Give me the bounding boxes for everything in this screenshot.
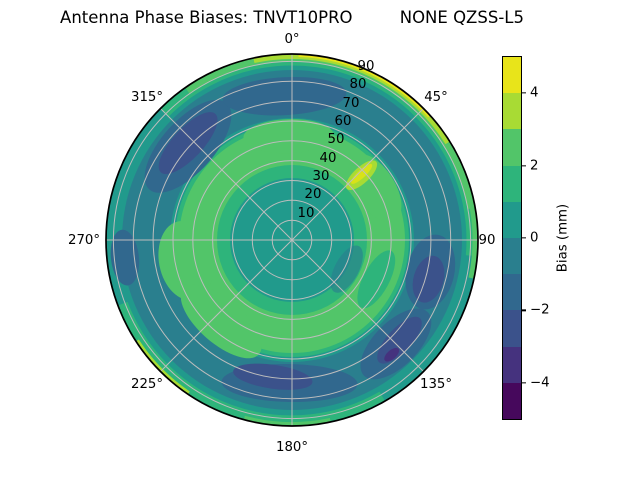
colorbar-band <box>503 346 521 383</box>
streak-chartreuse-ne <box>351 163 373 184</box>
rim-yellowgreen-sw <box>135 339 190 395</box>
patch-inner-dark <box>330 245 363 293</box>
colorbar-band <box>503 165 521 202</box>
patch-w <box>110 229 140 286</box>
r-label-80: 80 <box>350 77 367 92</box>
colorbar-band <box>503 238 521 275</box>
figure-title: Antenna Phase Biases: TNVT10PRO NONE QZS… <box>60 8 524 27</box>
colorbar-ticks <box>522 57 526 419</box>
colorbar-band <box>503 310 521 347</box>
rim-lightgreen-bottom <box>243 415 331 426</box>
r-label-30: 30 <box>313 169 330 184</box>
colorbar-tick-m2: −2 <box>530 302 550 318</box>
colorbar-tick-m4: −4 <box>530 375 550 391</box>
patch-n <box>222 76 347 116</box>
r-label-70: 70 <box>343 96 360 111</box>
r-label-60: 60 <box>335 114 352 129</box>
colorbar-band <box>503 93 521 130</box>
rim-yellow-top <box>298 54 431 118</box>
r-label-50: 50 <box>328 132 345 147</box>
colorbar-bands <box>503 57 521 420</box>
theta-label-135: 135° <box>420 377 452 392</box>
patch-e-core <box>412 255 445 303</box>
theta-label-315: 315° <box>131 90 163 105</box>
colorbar-band <box>503 382 521 420</box>
theta-label-270: 270° <box>68 233 100 248</box>
theta-label-180: 180° <box>276 440 308 455</box>
theta-label-90: 90 <box>479 233 496 248</box>
colorbar-axis-label: Bias (mm) <box>555 203 571 273</box>
polar-grid <box>106 54 478 426</box>
r-label-40: 40 <box>320 151 337 166</box>
rim-lightgreen-right <box>463 182 478 279</box>
r-label-90: 90 <box>358 59 375 74</box>
patch-s-core <box>233 363 313 390</box>
patch-se-dot <box>384 347 400 362</box>
theta-label-0: 0° <box>284 32 299 47</box>
colorbar-tick-0: 0 <box>530 230 539 246</box>
theta-label-45: 45° <box>424 90 448 105</box>
r-label-10: 10 <box>298 206 315 221</box>
colorbar-tick-4: 4 <box>530 85 539 101</box>
r-label-20: 20 <box>305 187 322 202</box>
colorbar-band <box>503 201 521 239</box>
colorbar-tick-2: 2 <box>530 158 539 174</box>
colorbar-band <box>503 57 521 94</box>
colorbar-band <box>503 274 521 311</box>
polar-boundary <box>105 53 479 427</box>
theta-label-225: 225° <box>131 377 163 392</box>
patch-ring-break <box>357 250 396 309</box>
patch-nw-core <box>158 112 218 175</box>
colorbar-band <box>503 129 521 166</box>
colorbar <box>502 56 522 420</box>
rim-green-bottom <box>118 301 385 426</box>
blob-lightgreen-w <box>158 220 214 301</box>
blob-lightgreen-sw <box>180 284 262 359</box>
colorbar-ticklabels: 4 2 0 −2 −4 <box>530 57 570 419</box>
